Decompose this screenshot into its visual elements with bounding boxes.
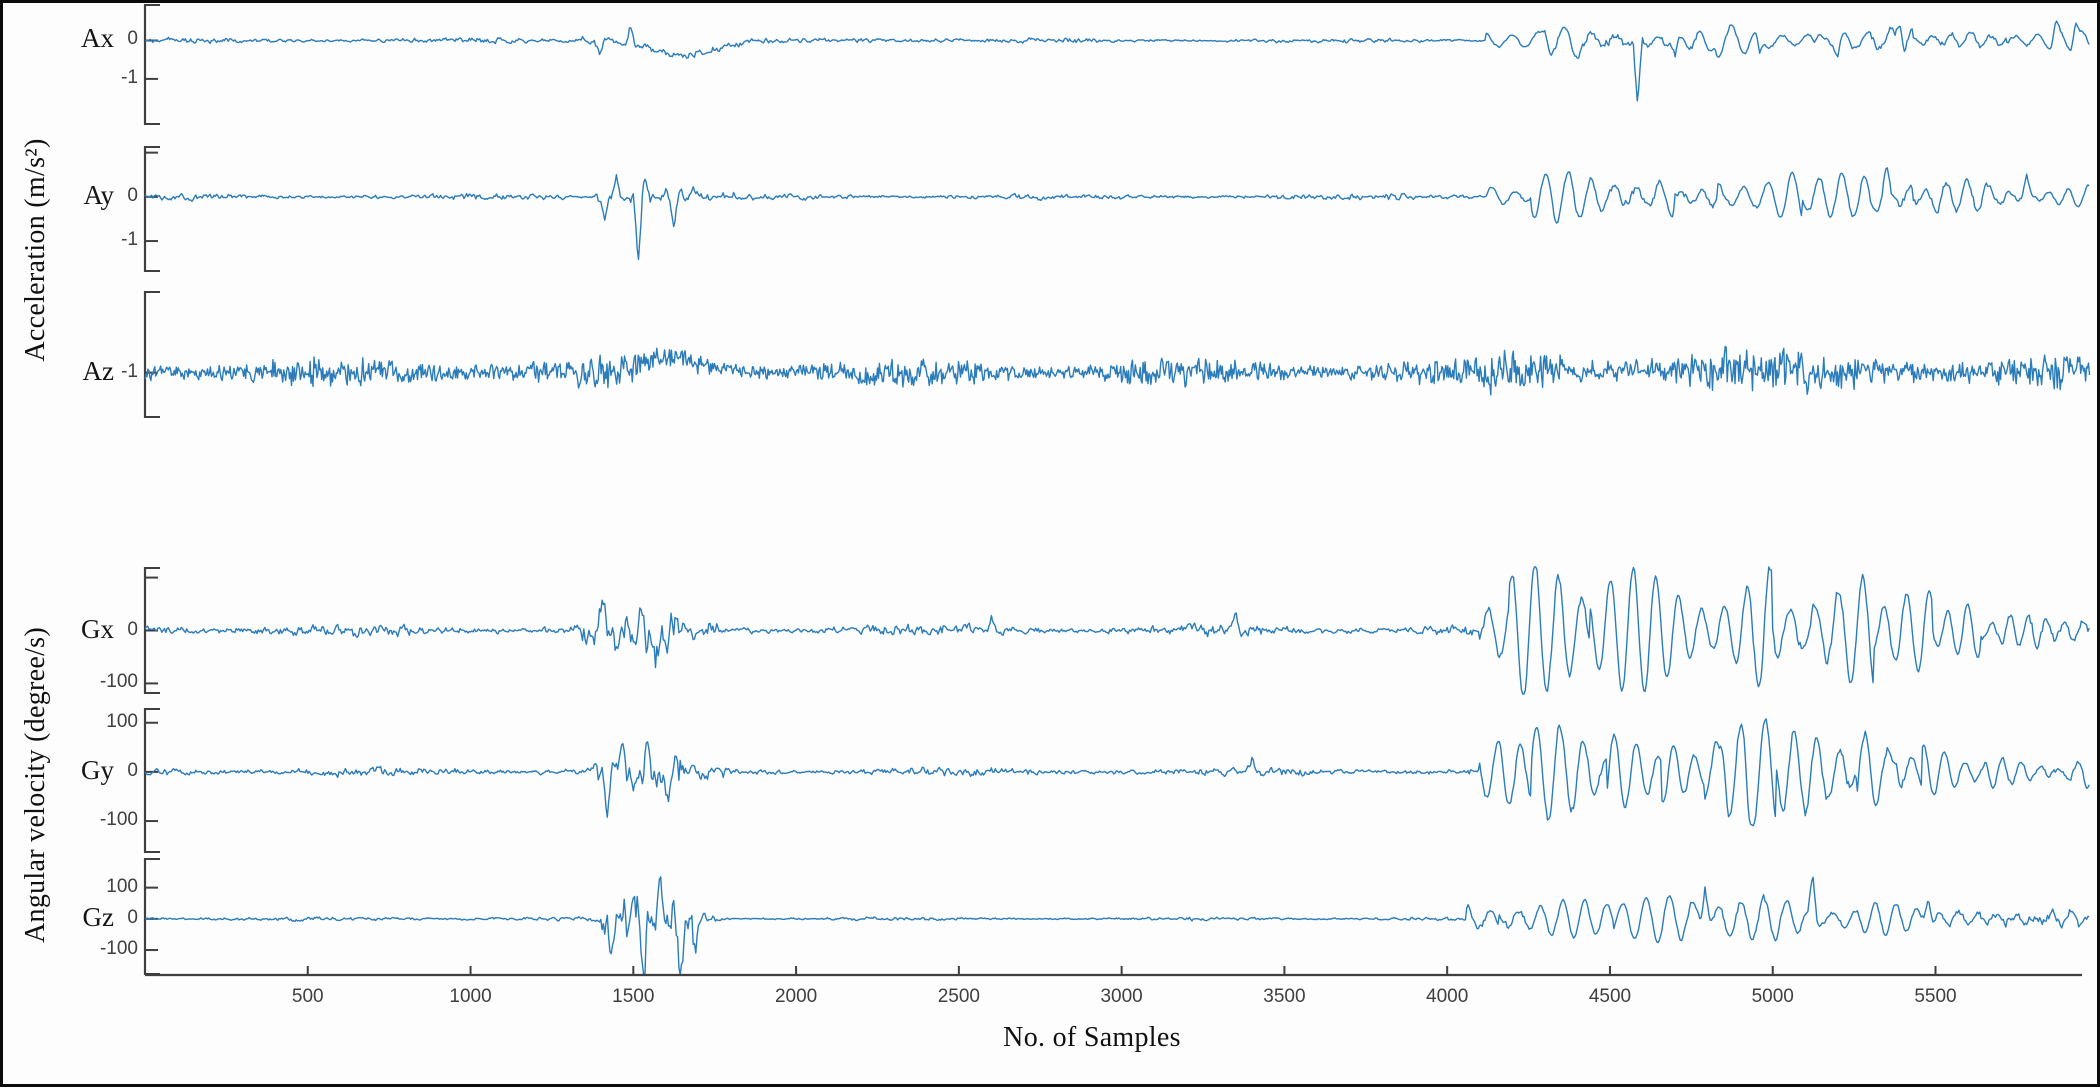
x-tick-label: 1500 [612,986,655,1007]
y-tick-label-gy: 0 [127,759,138,781]
signal-line-gx [144,566,2090,695]
channel-label-az: Az [82,355,114,386]
channel-label-gz: Gz [82,901,114,932]
x-tick-label: 5000 [1751,986,1794,1007]
y-tick-label-gx: 0 [127,618,138,640]
y-tick-label-ay: 0 [127,184,138,206]
y-tick-label-ax: -1 [121,66,138,88]
signal-line-gy [144,718,2090,827]
y-tick-label-ay: -1 [121,229,138,251]
y-tick-label-gy: 100 [106,710,138,732]
x-tick-label: 3500 [1263,986,1306,1007]
x-tick-label: 4000 [1426,986,1469,1007]
x-tick-label: 4500 [1588,986,1632,1007]
x-tick-label: 2500 [937,986,980,1007]
y-tick-label-az: -1 [121,360,138,382]
signal-line-gz [144,876,2090,976]
signal-line-ay [144,167,2090,260]
x-tick-label: 2000 [774,986,818,1007]
channel-label-gx: Gx [81,613,114,644]
y-tick-label-gy: -100 [99,809,138,831]
channel-label-ay: Ay [83,179,114,210]
xlabel-no-of-samples: No. of Samples [1003,1022,1181,1053]
channel-label-ax: Ax [81,23,114,54]
x-tick-label: 1000 [449,986,492,1007]
x-tick-label: 5500 [1914,986,1957,1007]
y-tick-label-ax: 0 [127,28,138,50]
channel-label-gy: Gy [81,754,114,785]
y-tick-label-gx: -100 [99,671,138,693]
y-tick-label-gz: 0 [127,906,138,928]
y-tick-label-gz: -100 [99,938,138,960]
signal-line-ax [144,20,2090,102]
signal-line-az [144,345,2091,396]
x-tick-label: 500 [291,986,324,1007]
x-tick-label: 3000 [1100,986,1143,1007]
y-tick-label-gz: 100 [106,875,138,897]
ylabel-acceleration: Acceleration (m/s²) [20,138,51,362]
